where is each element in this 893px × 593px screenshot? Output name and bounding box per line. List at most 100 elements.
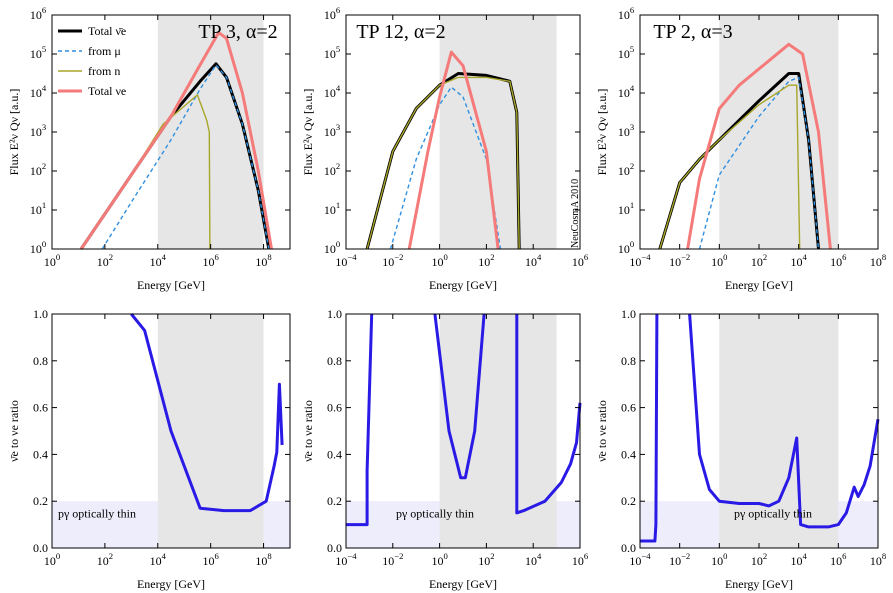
x-axis-label: Energy [GeV]: [137, 577, 205, 591]
x-axis-label: Energy [GeV]: [725, 577, 793, 591]
y-tick-label: 0.8: [621, 354, 636, 368]
series-line-total-e: [79, 31, 273, 250]
x-tick-label: 104: [791, 551, 808, 568]
x-tick-label: 100: [431, 252, 447, 269]
x-tick-label: 108: [255, 252, 271, 269]
x-tick-label: 100: [711, 252, 727, 269]
y-tick-label: 101: [324, 200, 340, 217]
x-axis-label: Energy [GeV]: [137, 278, 205, 292]
y-tick-label: 105: [324, 44, 340, 61]
y-tick-label: 106: [618, 5, 635, 22]
x-tick-label: 10−2: [669, 551, 690, 568]
x-tick-label: 10−4: [629, 252, 651, 269]
y-tick-label: 0.4: [327, 447, 342, 461]
shaded-band: [439, 15, 557, 249]
x-tick-label: 102: [751, 252, 767, 269]
y-tick-label: 100: [324, 239, 340, 256]
x-tick-label: 10−2: [382, 551, 403, 568]
x-axis-label: Energy [GeV]: [429, 278, 497, 292]
x-tick-label: 102: [97, 252, 113, 269]
series-line-total-e: [686, 42, 832, 250]
x-tick-label: 104: [150, 551, 167, 568]
y-tick-label: 103: [618, 122, 634, 139]
y-tick-label: 105: [30, 44, 46, 61]
optically-thin-label: pγ optically thin: [734, 507, 812, 521]
shaded-band: [157, 314, 264, 548]
x-tick-label: 10−4: [335, 252, 357, 269]
panel-ratio-tp12: 10−4 10−2 100 102 104 106 0.0 0.2 0.4 0.6 0.8 1.0 En…: [301, 307, 589, 591]
panel-ratio-tp2: 10−4 10−2 100 102 104 106 108 0.0 0.2 0.4 0.6 0.8 1.…: [595, 307, 886, 591]
plot-frame: [345, 313, 581, 549]
legend-label: from μ: [88, 44, 121, 58]
y-tick-label: 0.2: [621, 494, 636, 508]
x-tick-label: 100: [711, 551, 727, 568]
x-tick-label: 102: [751, 551, 767, 568]
y-tick-label: 103: [324, 122, 340, 139]
panel-title: TP 12, α=2: [356, 21, 445, 43]
x-tick-label: 100: [44, 551, 60, 568]
x-tick-label: 106: [830, 551, 847, 568]
x-tick-label: 102: [478, 551, 494, 568]
y-tick-label: 0.4: [33, 447, 48, 461]
x-tick-label: 100: [44, 252, 60, 269]
y-tick-label: 103: [30, 122, 46, 139]
y-tick-label: 0.4: [621, 447, 636, 461]
x-tick-label: 106: [203, 551, 220, 568]
y-tick-label: 1.0: [33, 307, 48, 321]
credit-text: NeuCosmA 2010: [570, 179, 581, 248]
y-tick-label: 0.0: [621, 541, 636, 555]
y-tick-label: 100: [618, 239, 634, 256]
x-axis-label: Energy [GeV]: [429, 577, 497, 591]
y-axis-label: ν̄e to νe ratio: [7, 400, 21, 462]
panel-title: TP 2, α=3: [653, 21, 732, 43]
x-tick-label: 100: [431, 551, 447, 568]
series-line-ratio: [130, 313, 284, 513]
panel-flux-tp12: 10−4 10−2 100 102 104 106 100 101 102 103 104 105 10…: [301, 5, 589, 292]
x-tick-label: 10−2: [669, 252, 690, 269]
series-line-total-e: [407, 50, 500, 250]
x-tick-label: 10−4: [335, 551, 357, 568]
y-axis-label: Flux E²ν Qν [a.u.]: [7, 89, 21, 176]
y-tick-label: 102: [30, 161, 46, 178]
x-tick-label: 10−2: [382, 252, 403, 269]
x-tick-label: 102: [97, 551, 113, 568]
series-line-from-: [698, 76, 820, 250]
y-tick-label: 1.0: [327, 307, 342, 321]
optically-thin-label: pγ optically thin: [58, 507, 136, 521]
y-tick-label: 102: [324, 161, 340, 178]
y-tick-label: 0.6: [327, 401, 342, 415]
y-tick-label: 101: [618, 200, 634, 217]
x-tick-label: 102: [478, 252, 494, 269]
y-tick-label: 0.2: [33, 494, 48, 508]
x-axis-label: Energy [GeV]: [725, 278, 793, 292]
panel-flux-tp2: 10−4 10−2 100 102 104 106 108 100 101 102 103 104 10…: [595, 5, 886, 292]
y-axis-label: ν̄e to νe ratio: [595, 400, 609, 462]
x-tick-label: 108: [870, 252, 886, 269]
x-tick-label: 104: [525, 252, 542, 269]
panel-flux-tp3: 100 102 104 106 108 100 101 102 103 104 105 106 Ener…: [7, 5, 291, 292]
x-tick-label: 104: [791, 252, 808, 269]
x-tick-label: 106: [572, 551, 589, 568]
series-line-ratio: [688, 313, 880, 529]
x-tick-label: 104: [150, 252, 167, 269]
y-tick-label: 0.6: [621, 401, 636, 415]
y-tick-label: 102: [618, 161, 634, 178]
y-axis-label: Flux E²ν Qν [a.u.]: [595, 89, 609, 176]
y-tick-label: 1.0: [621, 307, 636, 321]
y-axis-label: Flux E²ν Qν [a.u.]: [301, 89, 315, 176]
series-line-from-: [101, 64, 270, 250]
y-tick-label: 105: [618, 44, 634, 61]
series-line-ratio: [515, 314, 582, 515]
shaded-band: [719, 314, 839, 548]
legend-label: Total ν̄e: [88, 24, 126, 38]
x-tick-label: 104: [525, 551, 542, 568]
shaded-band: [157, 15, 264, 249]
panel-ratio-tp3: 100 102 104 106 108 0.0 0.2 0.4 0.6 0.8 1.0 Energy …: [7, 307, 291, 591]
series-line-from-n: [366, 76, 520, 250]
y-tick-label: 100: [30, 239, 46, 256]
optically-thin-label: pγ optically thin: [396, 507, 474, 521]
y-tick-label: 104: [618, 83, 635, 100]
series-line-ratio: [433, 313, 486, 480]
y-tick-label: 106: [324, 5, 341, 22]
